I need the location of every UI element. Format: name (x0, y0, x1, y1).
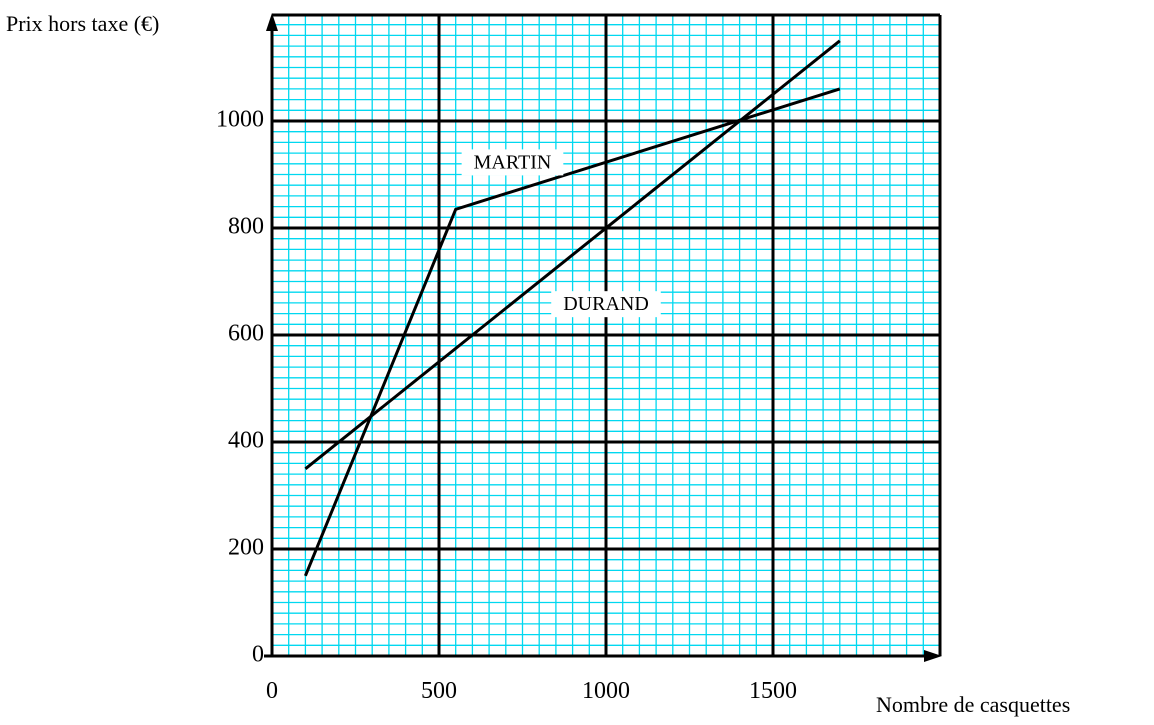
series-label-bg (461, 149, 564, 176)
x-tick-label: 1000 (582, 678, 630, 704)
series-layer (304, 39, 841, 577)
series-label-durand: DURAND (563, 293, 649, 315)
major-grid (272, 13, 942, 656)
y-axis-arrow (266, 13, 278, 31)
x-tick-label: 500 (421, 678, 457, 704)
tick-labels: 0 500 1000 1500 0 200 400 600 800 1000 (216, 107, 797, 705)
series-label-bg (551, 291, 661, 318)
y-tick-label: 200 (228, 535, 264, 561)
x-tick-label: 1500 (749, 678, 797, 704)
y-tick-label: 1000 (216, 107, 264, 133)
y-axis-title: Prix hors taxe (€) (6, 11, 159, 36)
x-axis-title: Nombre de casquettes (876, 692, 1070, 717)
y-tick-label: 800 (228, 214, 264, 240)
y-tick-label: 600 (228, 321, 264, 347)
y-tick-label: 400 (228, 428, 264, 454)
y-tick-label: 0 (252, 642, 264, 668)
series-line-martin (304, 87, 841, 577)
series-line-durand (304, 39, 841, 470)
x-tick-label: 0 (266, 678, 278, 704)
series-label-martin: MARTIN (474, 151, 552, 173)
series-labels: MARTIN DURAND (461, 149, 661, 318)
axes (264, 13, 942, 662)
x-axis-arrow (924, 650, 942, 662)
